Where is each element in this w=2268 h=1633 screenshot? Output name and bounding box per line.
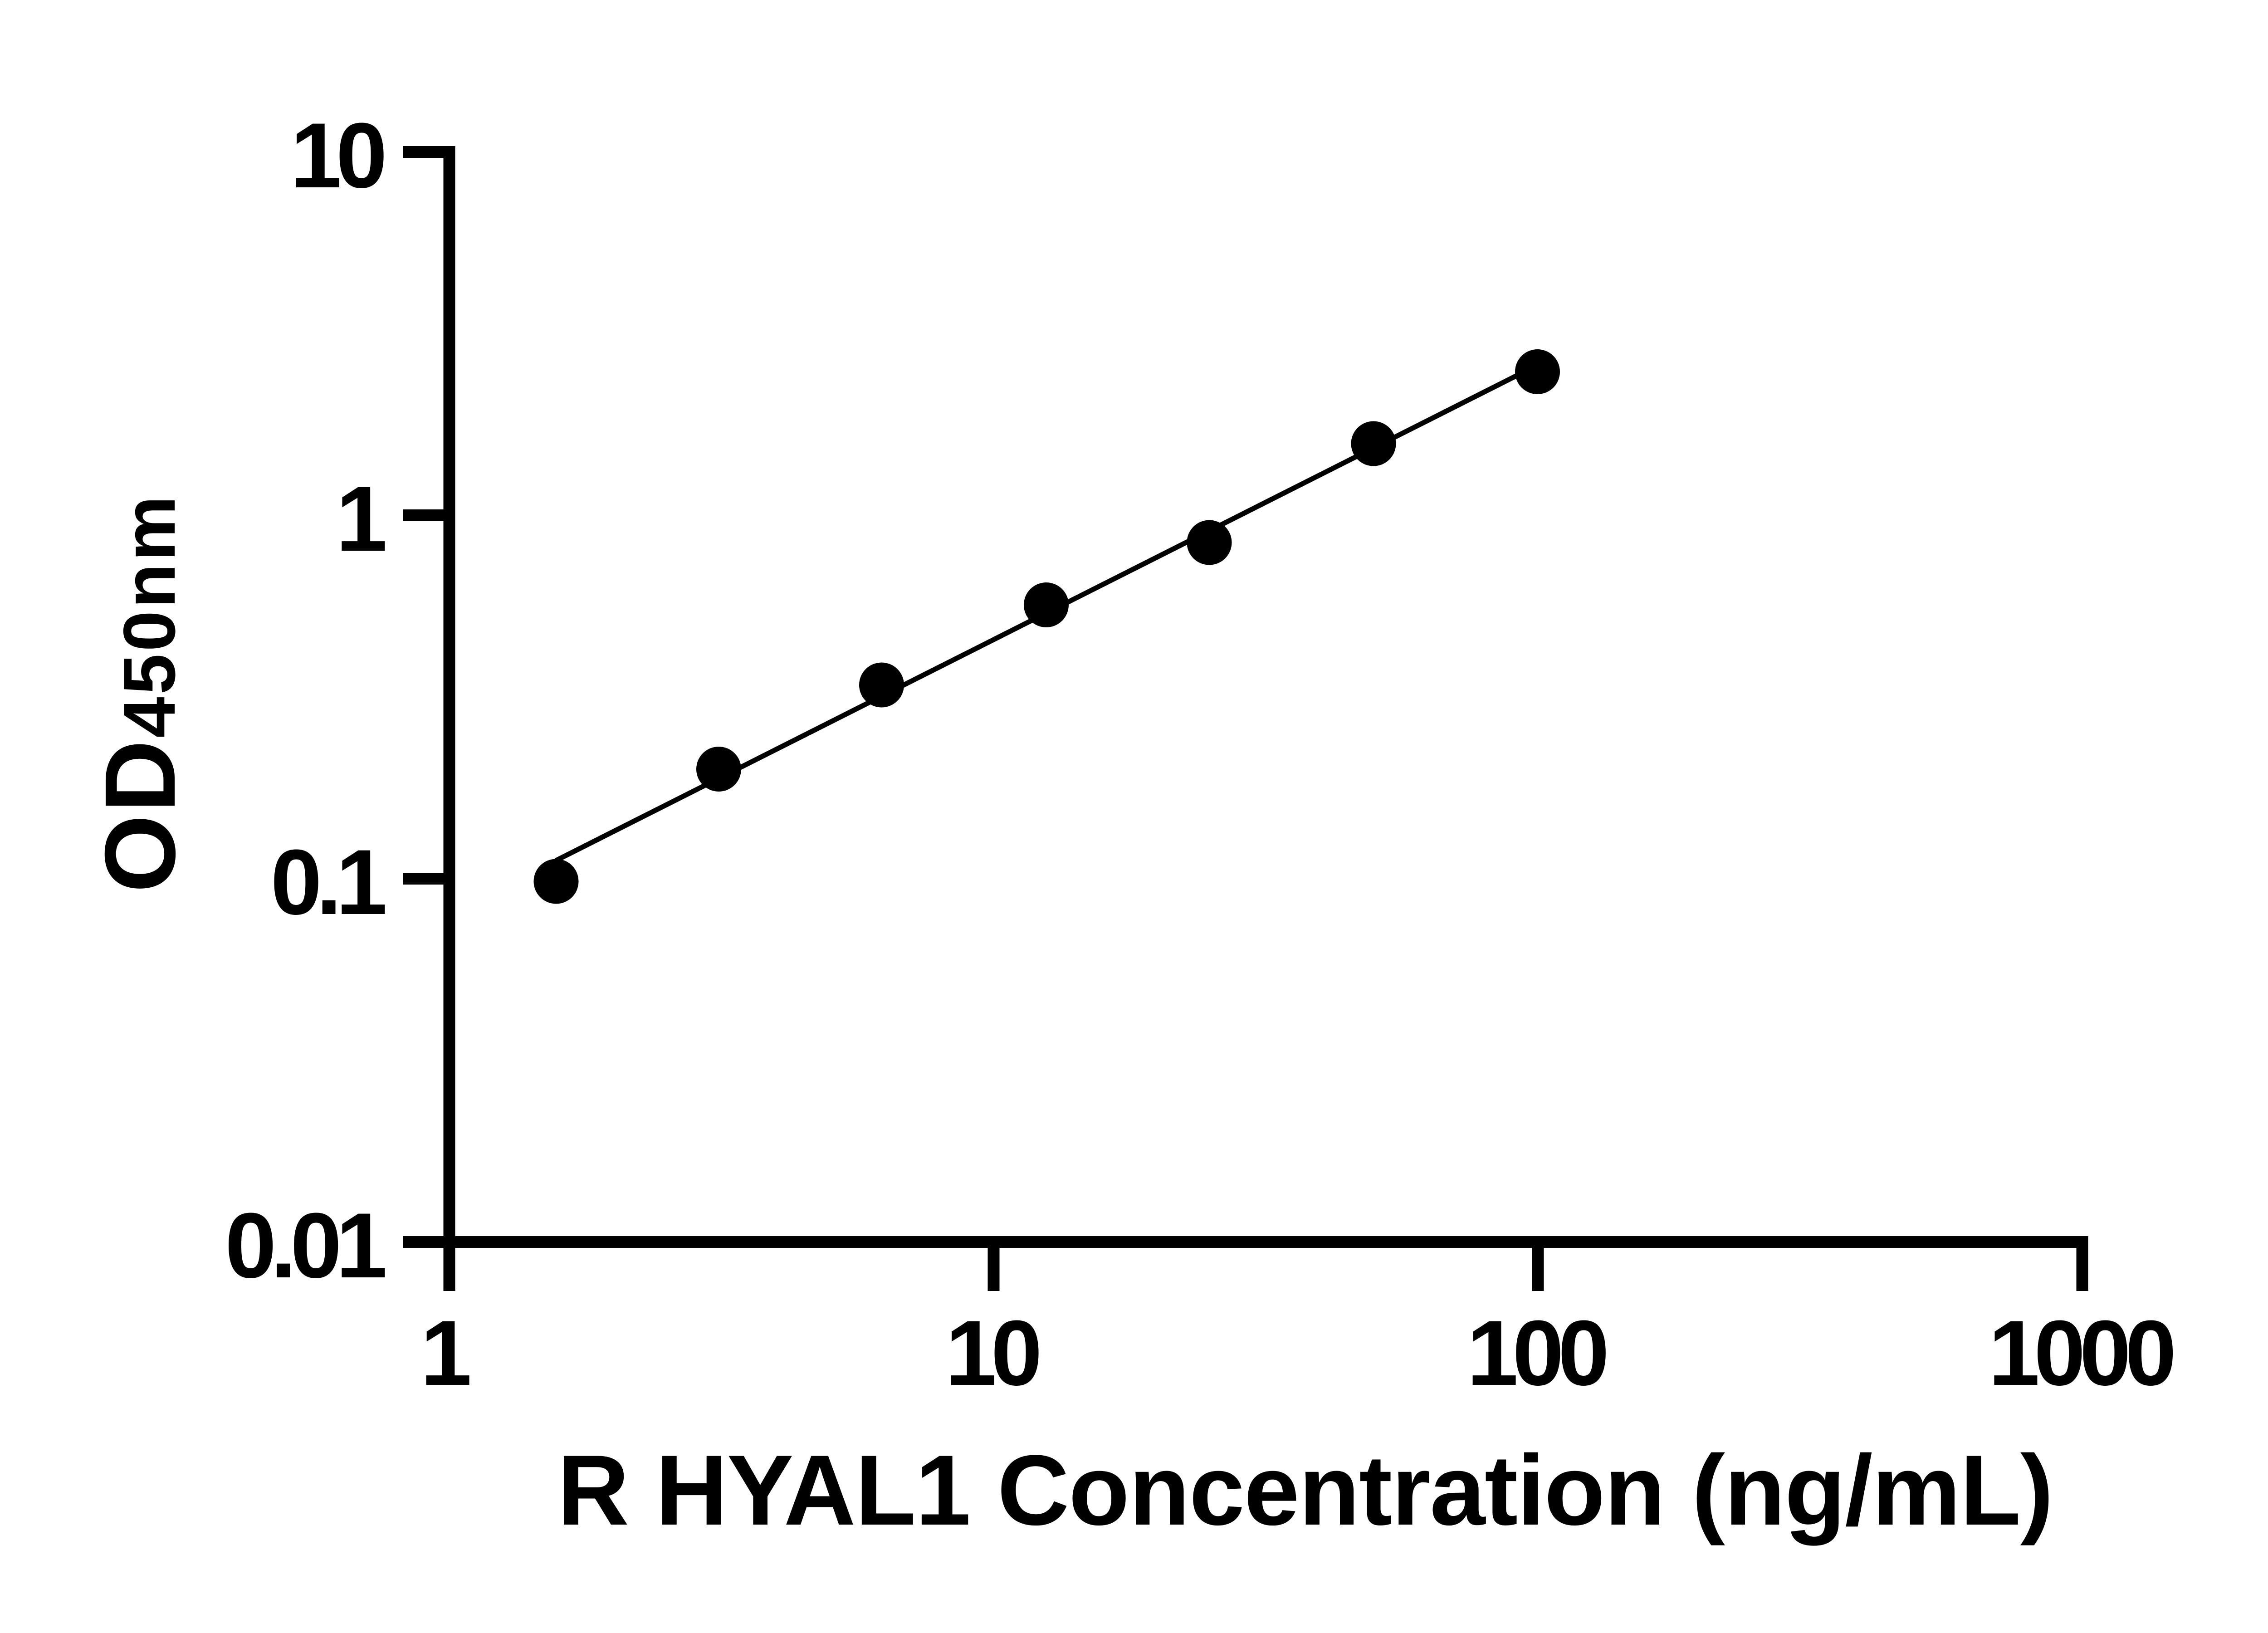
svg-text:0.1: 0.1 — [270, 831, 385, 934]
svg-text:1: 1 — [336, 467, 385, 571]
svg-text:0.01: 0.01 — [225, 1194, 385, 1297]
svg-text:1: 1 — [420, 1301, 469, 1405]
svg-text:100: 100 — [1467, 1301, 1606, 1405]
svg-text:10: 10 — [290, 104, 384, 207]
svg-text:1000: 1000 — [1989, 1301, 2173, 1405]
svg-text:10: 10 — [945, 1301, 1039, 1405]
svg-text:R HYAL1 Concentration (ng/mL): R HYAL1 Concentration (ng/mL) — [557, 1434, 2053, 1546]
